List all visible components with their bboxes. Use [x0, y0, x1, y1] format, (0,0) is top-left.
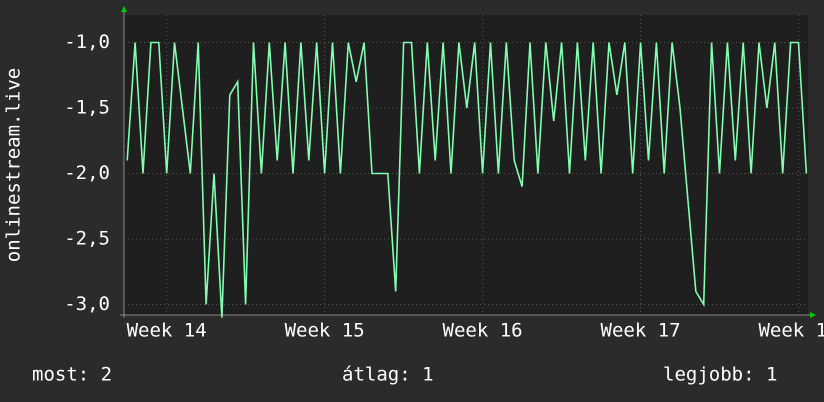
axis-arrow	[121, 6, 127, 12]
footer-stat: most: 2	[32, 364, 112, 386]
x-tick-label: Week 16	[443, 320, 523, 342]
y-tick-label: -1,5	[64, 97, 110, 119]
y-axis-label: onlinestream.live	[3, 68, 25, 262]
footer-stat: átlag: 1	[342, 364, 434, 386]
x-tick-label: Week 17	[601, 320, 681, 342]
y-tick-label: -2,0	[64, 162, 110, 184]
axis-arrow	[810, 312, 816, 318]
data-line	[126, 41, 808, 318]
y-tick-label: -1,0	[64, 31, 110, 53]
x-tick-label: Week 18	[758, 320, 824, 342]
y-tick-label: -2,5	[64, 228, 110, 250]
y-tick-label: -3,0	[64, 293, 110, 315]
x-tick-label: Week 15	[285, 320, 365, 342]
x-tick-label: Week 14	[127, 320, 207, 342]
footer-stat: legjobb: 1	[663, 364, 777, 386]
